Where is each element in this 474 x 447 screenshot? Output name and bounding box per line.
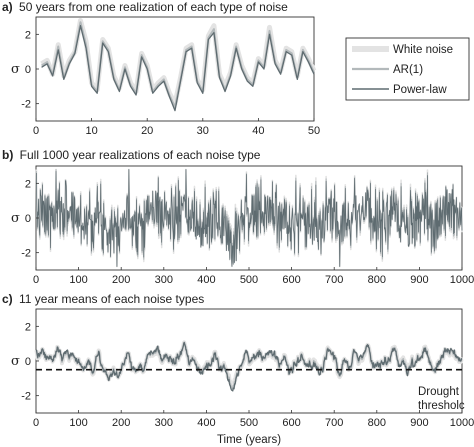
panel-b-ytick-label: 0 [25,213,31,225]
panel-a-ticks: 0 10 20 30 40 50 -2 0 2 [21,29,320,137]
panel-c-xtick-label: 100 [69,417,87,429]
panel-c-ytick-label: 0 [25,356,31,368]
panel-a-title: a) 50 years from one realization of each… [2,0,288,14]
panel-c-ytick-label: -2 [21,391,31,403]
legend-label-power-law: Power-law [393,84,447,96]
panel-b-xtick-label: 200 [112,274,130,286]
panel-c-ylabel: σ [11,354,20,369]
panel-b-ticks: 0 100 200 300 400 500 600 700 800 900 1000 -2 0 2 [21,178,474,286]
panel-b-xtick-label: 1000 [450,274,474,286]
panel-c-xtick-label: 1000 [450,417,474,429]
panel-a-xtick-label: 40 [252,125,264,137]
panel-c: c) 11 year means of each noise types σ 0… [2,292,474,446]
panel-b-xtick-label: 800 [368,274,386,286]
panel-a-label: a) [2,0,13,14]
panel-b-label: b) [2,148,13,162]
panel-c-xtick-label: 600 [282,417,300,429]
drought-threshold-label-line1: Drought [418,386,460,398]
panel-b: b) Full 1000 year realizations of each n… [2,148,474,286]
panel-c-xlabel: Time (years) [217,434,281,446]
panel-a-xtick-label: 0 [33,125,39,137]
panel-a-title-text: 50 years from one realization of each ty… [19,0,288,14]
panel-b-ylabel: σ [11,211,20,226]
panel-b-xtick-label: 400 [197,274,215,286]
panel-b-title-text: Full 1000 year realizations of each nois… [20,148,261,162]
panel-a-ytick-label: 2 [25,29,31,41]
panel-b-xtick-label: 700 [325,274,343,286]
panel-b-xtick-label: 600 [282,274,300,286]
panel-a-xtick-label: 20 [141,125,153,137]
panel-c-xtick-label: 700 [325,417,343,429]
panel-b-ytick-label: -2 [21,248,31,260]
panel-c-ytick-label: 2 [25,321,31,333]
panel-c-xtick-label: 300 [155,417,173,429]
panel-c-series-power-law [35,341,463,392]
panel-b-xtick-label: 0 [33,274,39,286]
panel-b-title: b) Full 1000 year realizations of each n… [2,148,261,162]
panel-a-xtick-label: 50 [308,125,320,137]
panel-b-ytick-label: 2 [25,178,31,190]
panel-c-plot-area [34,340,464,392]
drought-threshold-label-line2: thresholc [418,400,465,412]
panel-b-xtick-label: 300 [155,274,173,286]
legend-label-white-noise: White noise [393,44,453,56]
panel-a-ytick-label: -2 [21,99,31,111]
panel-b-series-power-law [36,169,463,267]
panel-a-series-power-law [41,25,315,112]
panel-a: a) 50 years from one realization of each… [2,0,470,137]
panel-a-plot-area [40,17,317,112]
panel-a-xtick-label: 30 [197,125,209,137]
panel-c-xtick-label: 800 [368,417,386,429]
panel-b-xtick-label: 100 [69,274,87,286]
panel-b-xtick-label: 900 [410,274,428,286]
panel-c-ticks: 0 100 200 300 400 500 600 700 800 900 1000 -2 0 2 [21,321,474,429]
panel-a-ylabel: σ [11,62,20,77]
panel-c-title: c) 11 year means of each noise types [2,292,204,306]
panel-c-xtick-label: 400 [197,417,215,429]
panel-c-xtick-label: 200 [112,417,130,429]
panel-c-xtick-label: 0 [33,417,39,429]
panel-a-xtick-label: 10 [85,125,97,137]
panel-c-xtick-label: 900 [410,417,428,429]
panel-c-label: c) [2,292,13,306]
panel-c-title-text: 11 year means of each noise types [19,292,204,306]
legend-label-ar1: AR(1) [393,64,423,76]
panel-b-xtick-label: 500 [240,274,258,286]
panel-a-ytick-label: 0 [25,64,31,76]
legend: White noise AR(1) Power-law [345,37,470,101]
panel-c-xtick-label: 500 [240,417,258,429]
panel-b-plot-area [35,168,463,268]
